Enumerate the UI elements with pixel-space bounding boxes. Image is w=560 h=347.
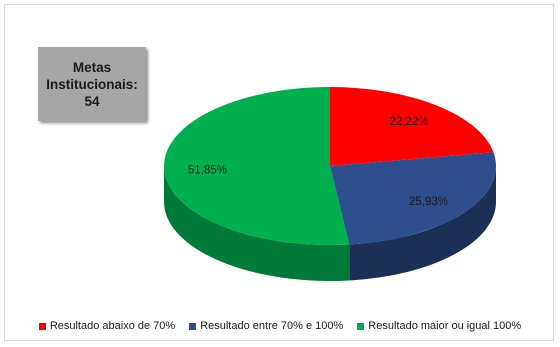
legend-label: Resultado maior ou igual 100% xyxy=(368,320,522,332)
legend: Resultado abaixo de 70% Resultado entre 7… xyxy=(0,320,560,332)
metas-institucionais-box: Metas Institucionais: 54 xyxy=(38,47,146,121)
legend-item-resultado-entre-70-e-100: Resultado entre 70% e 100% xyxy=(189,320,343,332)
metas-box-line2: Institucionais: xyxy=(46,76,138,92)
legend-swatch xyxy=(357,322,365,330)
pie-labels: 22,22% 25,93% 51,85% xyxy=(188,116,448,208)
legend-swatch xyxy=(38,322,46,330)
legend-swatch xyxy=(189,322,197,330)
data-label-resultado-entre-70-e-100: 25,93% xyxy=(409,196,448,208)
pie-slice-resultado-maior-ou-igual-100 xyxy=(164,87,350,245)
legend-label: Resultado abaixo de 70% xyxy=(49,320,176,332)
pie-side-resultado-maior-ou-igual-100 xyxy=(163,166,350,281)
pie-slice-resultado-abaixo-de-70 xyxy=(330,87,494,166)
data-label-resultado-maior-ou-igual-100: 51,85% xyxy=(188,164,227,176)
legend-item-resultado-maior-ou-igual-100: Resultado maior ou igual 100% xyxy=(357,320,521,332)
pie-side-resultado-entre-70-e-100 xyxy=(349,166,496,281)
legend-label: Resultado entre 70% e 100% xyxy=(200,320,344,332)
legend-item-resultado-abaixo-de-70: Resultado abaixo de 70% xyxy=(38,320,176,332)
pie-tops xyxy=(164,87,496,245)
metas-box-line3: 54 xyxy=(84,93,100,109)
metas-box-line1: Metas xyxy=(72,59,112,75)
pie-sides xyxy=(163,166,496,281)
pie-slice-resultado-entre-70-e-100 xyxy=(330,152,496,245)
data-label-resultado-abaixo-de-70: 22,22% xyxy=(389,116,428,128)
